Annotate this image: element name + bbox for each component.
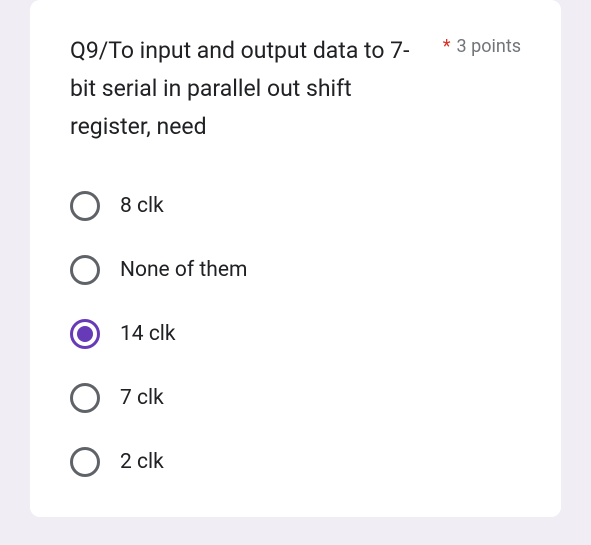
option-label: 8 clk — [120, 194, 164, 218]
option-label: 14 clk — [120, 322, 176, 346]
radio-icon — [70, 191, 100, 221]
required-asterisk: * — [443, 36, 451, 57]
option-label: None of them — [120, 258, 247, 282]
question-card: Q9/To input and output data to 7-bit ser… — [30, 0, 561, 517]
option-14-clk[interactable]: 14 clk — [70, 319, 521, 349]
points-wrap: * 3 points — [443, 36, 521, 57]
radio-icon — [70, 383, 100, 413]
option-7-clk[interactable]: 7 clk — [70, 383, 521, 413]
radio-icon — [70, 319, 100, 349]
radio-icon — [70, 447, 100, 477]
options-group: 8 clk None of them 14 clk 7 clk 2 clk — [70, 191, 521, 477]
option-2-clk[interactable]: 2 clk — [70, 447, 521, 477]
option-none-of-them[interactable]: None of them — [70, 255, 521, 285]
radio-dot-icon — [77, 326, 93, 342]
points-label: 3 points — [457, 36, 521, 57]
question-text: Q9/To input and output data to 7-bit ser… — [70, 32, 427, 146]
option-label: 2 clk — [120, 450, 164, 474]
option-label: 7 clk — [120, 386, 164, 410]
option-8-clk[interactable]: 8 clk — [70, 191, 521, 221]
question-header: Q9/To input and output data to 7-bit ser… — [70, 32, 521, 146]
radio-icon — [70, 255, 100, 285]
